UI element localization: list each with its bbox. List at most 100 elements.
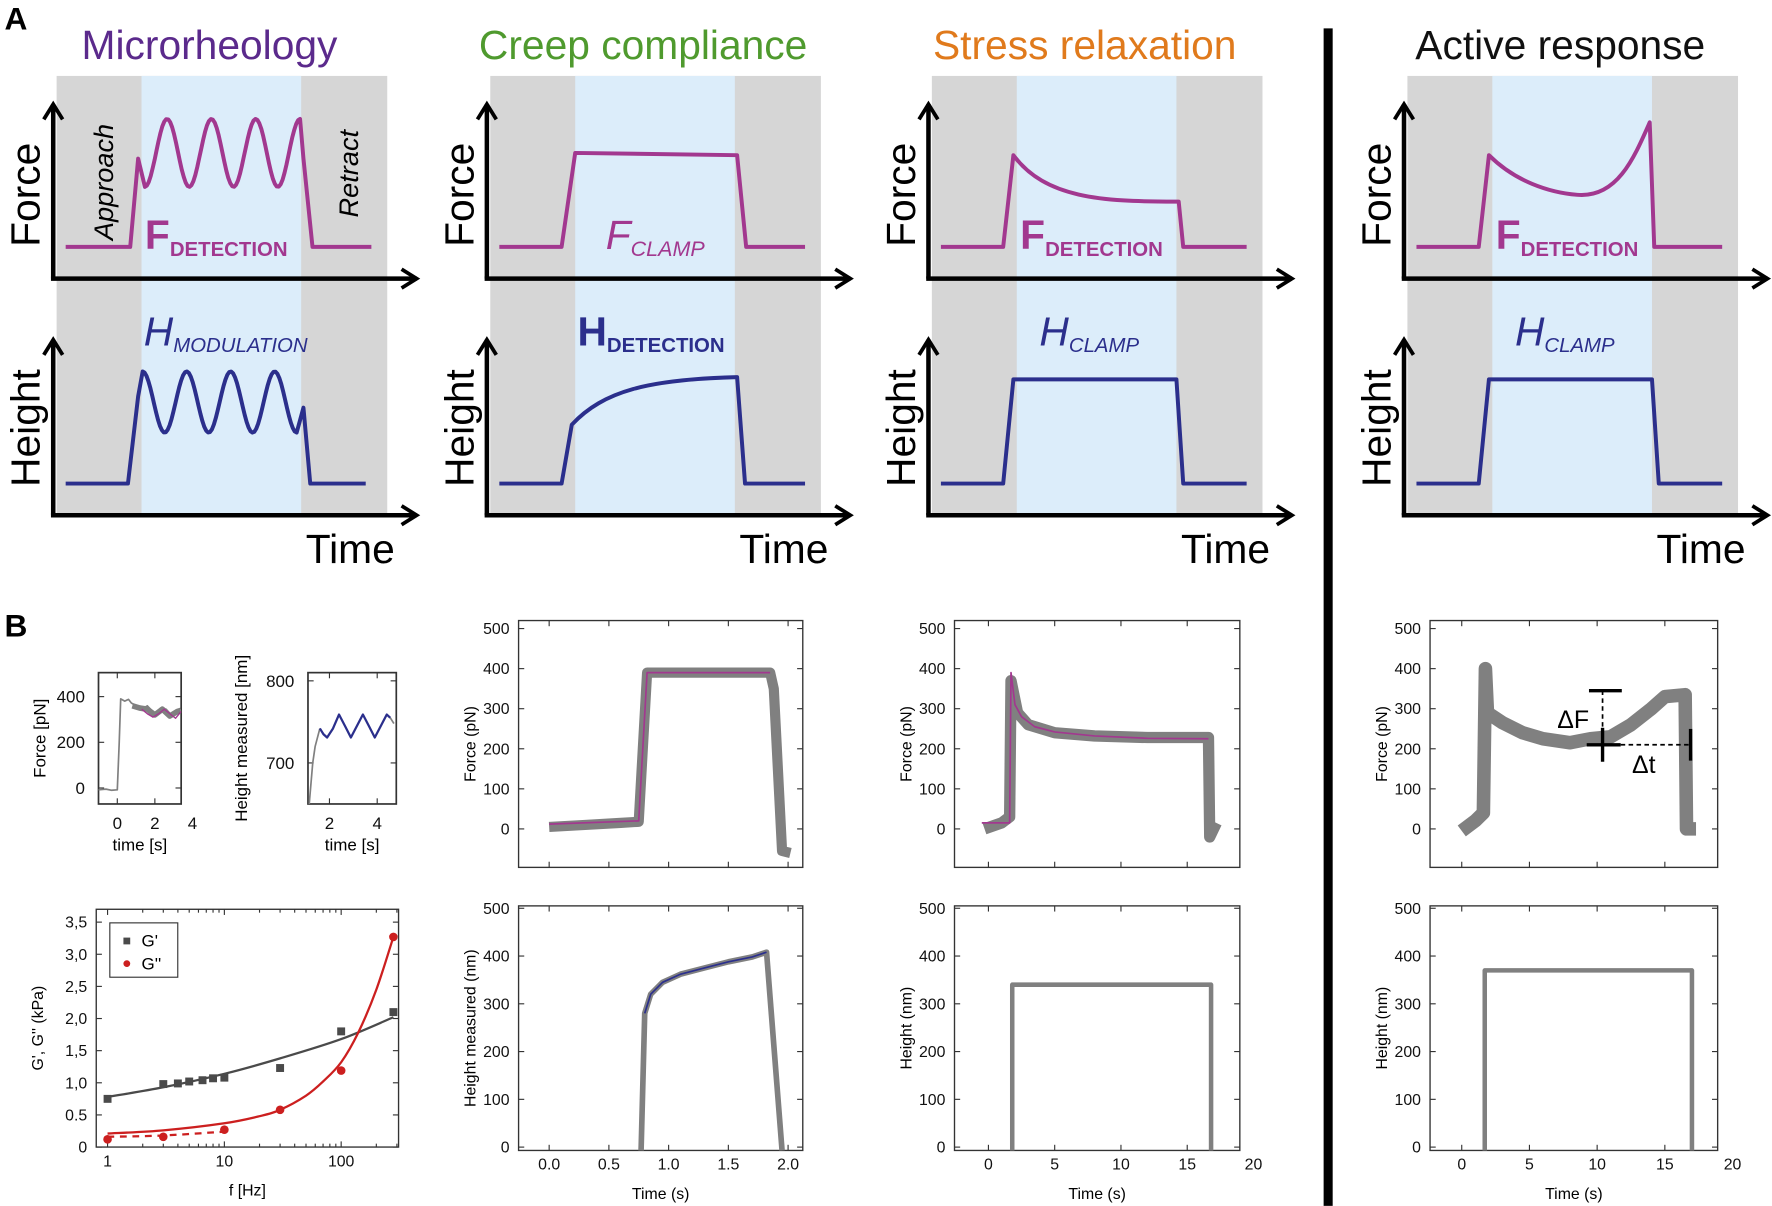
chart-stress-force: 0 100 200 300 400 500 Force (pN) [898,619,1241,869]
force-axis-label: Force [878,143,924,247]
y-tick-label: 100 [483,1092,510,1109]
data-trace [549,671,771,825]
x-tick-label: 0.5 [598,1157,620,1174]
x-tick-label: 5 [1050,1157,1059,1174]
y-axis-label: Force (pN) [898,706,915,782]
y-tick-label: 800 [266,672,294,691]
contact-band [1016,75,1177,516]
height-axis-label: Height [878,368,924,486]
y-tick-label: 0 [1412,1140,1421,1157]
data-trace [1009,982,1214,1151]
data-trace [318,713,392,739]
force-axis-label: Force [1353,143,1399,247]
legend-label: G'' [142,954,162,973]
schematic-title: Stress relaxation [933,22,1236,68]
y-tick-label: 0.5 [65,1107,87,1124]
y-axis-label: Force [pN] [30,699,49,778]
data-point-square [209,1074,218,1083]
y-tick-label: 100 [919,781,946,798]
x-tick-label: 10 [216,1153,234,1170]
plot-frame [307,671,398,805]
x-tick-label: 100 [328,1153,355,1170]
y-tick-label: 500 [919,621,946,638]
height-symbol-subscript: CLAMP [1069,335,1140,357]
x-axis-label: Time (s) [1545,1186,1603,1203]
plot-area [308,713,395,804]
chart-creep-force: 0 100 200 300 400 500 Force (pN) [463,619,804,869]
x-tick-label: 15 [1178,1157,1196,1174]
y-tick-label: 100 [919,1092,946,1109]
data-point-circle [158,1132,168,1142]
y-tick-label: 400 [919,661,946,678]
y-tick-label: 200 [1395,741,1422,758]
y-tick-label: 200 [57,733,85,752]
y-axis-label: Force (pN) [1374,706,1391,782]
y-tick-label: 3,5 [65,915,87,932]
chart-moduli: 1 10 100 0 0.5 1,0 1,5 2,0 2,5 3,0 3,5 f [Hz] G', G'… [30,908,400,1200]
force-axis-label: Force [436,143,482,247]
x-tick-label: 1.5 [717,1157,739,1174]
time-axis-label: Time [1181,526,1270,572]
force-axis-label: Force [3,143,49,247]
panel-label-a: A [5,1,28,37]
y-tick-label: 300 [919,701,946,718]
approach-label: Approach [88,124,119,242]
y-tick-label: 400 [483,949,510,966]
y-tick-label: 400 [483,661,510,678]
chart-creep-height: 0.0 0.5 1.0 1.5 2.0 0 100 200 300 400 500 Time (s) H… [463,901,804,1203]
data-trace [981,671,1209,824]
y-tick-label: 400 [919,949,946,966]
x-axis-label: f [Hz] [229,1183,266,1200]
height-symbol: HMODULATION [144,308,308,357]
x-tick-label: 0 [1457,1157,1466,1174]
y-tick-label: 200 [919,1044,946,1061]
schematic-1: Microrheology Force Height Time FDETECTION HM… [3,22,421,572]
y-tick-label: 300 [919,996,946,1013]
fit-line [107,1016,394,1099]
y-tick-label: 0 [501,1140,510,1157]
x-tick-label: 15 [1656,1157,1674,1174]
force-curve [940,153,1247,249]
force-symbol-subscript: DETECTION [170,239,288,261]
plot-area [1009,982,1214,1151]
height-curve [940,377,1247,486]
data-point-circle [336,1066,346,1075]
chart-micro-force: 0 2 4 0 200 400 time [s] Force [pN] [30,671,197,854]
y-tick-label: 200 [483,1044,510,1061]
height-symbol: HDETECTION [577,308,724,357]
x-tick-label: 4 [372,814,381,833]
height-symbol-main: H [577,308,606,354]
y-axis-label: Height measured [nm] [232,655,251,822]
height-symbol-main: H [1039,308,1069,354]
schematic-4: Active response Force Height Time FDETECTION… [1353,22,1772,572]
x-axis-label: Time (s) [632,1186,690,1203]
data-trace [131,703,182,719]
force-curve [65,116,372,249]
y-tick-label: 500 [1395,901,1422,918]
schematic-title: Microrheology [82,22,339,68]
y-tick-label: 0 [1412,821,1421,838]
contact-band [1492,75,1652,516]
time-axis-label: Time [306,526,395,572]
height-axis-label: Height [3,368,49,486]
y-tick-label: 700 [266,754,294,773]
x-tick-label: 2.0 [777,1157,799,1174]
plot-frame [1429,905,1719,1152]
y-tick-label: 200 [919,741,946,758]
height-curve [499,375,806,486]
plot-area [1457,661,1697,837]
data-trace [141,708,182,719]
force-symbol-subscript: DETECTION [1521,239,1639,261]
y-tick-label: 100 [1395,781,1422,798]
data-trace [1482,968,1695,1151]
x-axis-label: time [s] [112,835,167,854]
height-symbol-subscript: DETECTION [607,335,725,357]
plot-frame [517,905,804,1152]
data-point-square [198,1076,207,1085]
x-tick-label: 0 [113,814,122,833]
legend: G' G'' [109,922,179,978]
y-tick-label: 0 [937,821,946,838]
schematic-title: Creep compliance [479,22,807,68]
